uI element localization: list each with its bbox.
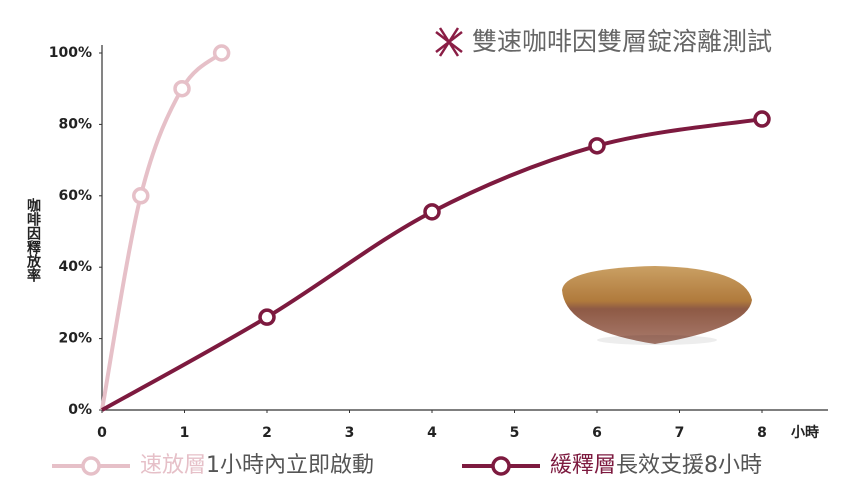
y-tick-label: 20% xyxy=(58,331,92,347)
data-point xyxy=(132,187,150,205)
chart-title: 雙速咖啡因雙層錠溶離測試 xyxy=(472,27,772,56)
legend-marker xyxy=(81,456,101,476)
series-line xyxy=(101,117,763,412)
x-axis-label: 小時 xyxy=(791,424,819,441)
x-tick-label: 1 xyxy=(180,425,190,441)
legend-marker xyxy=(491,456,511,476)
x-tick-label: 8 xyxy=(757,425,767,441)
legend-text: 1小時內立即啟動 xyxy=(206,453,374,478)
x-tick-label: 6 xyxy=(592,425,602,441)
data-point xyxy=(212,44,231,62)
x-tick-label: 0 xyxy=(97,425,107,441)
x-tick-label: 3 xyxy=(345,425,355,441)
x-tick-label: 4 xyxy=(427,425,437,441)
y-tick-label: 60% xyxy=(58,188,92,204)
tablet-image xyxy=(562,266,752,345)
x-tick-label: 2 xyxy=(262,425,272,441)
legend-name: 緩釋層 xyxy=(550,453,616,478)
legend-name: 速放層 xyxy=(140,453,206,478)
y-tick-label: 0% xyxy=(68,402,92,418)
data-point xyxy=(258,308,276,326)
legend-text: 長效支援8小時 xyxy=(616,453,762,478)
data-point xyxy=(423,203,441,221)
x-tick-label: 7 xyxy=(675,425,685,441)
y-tick-label: 40% xyxy=(58,259,92,275)
data-point xyxy=(173,79,191,98)
data-point xyxy=(753,110,771,128)
title-icon xyxy=(435,27,463,57)
y-tick-label: 80% xyxy=(58,116,92,132)
y-tick-label: 100% xyxy=(49,45,92,61)
y-axis-label: 咖啡因釋放率 xyxy=(25,197,42,283)
series-line xyxy=(100,51,223,411)
data-point xyxy=(588,137,606,155)
x-tick-label: 5 xyxy=(510,425,520,441)
